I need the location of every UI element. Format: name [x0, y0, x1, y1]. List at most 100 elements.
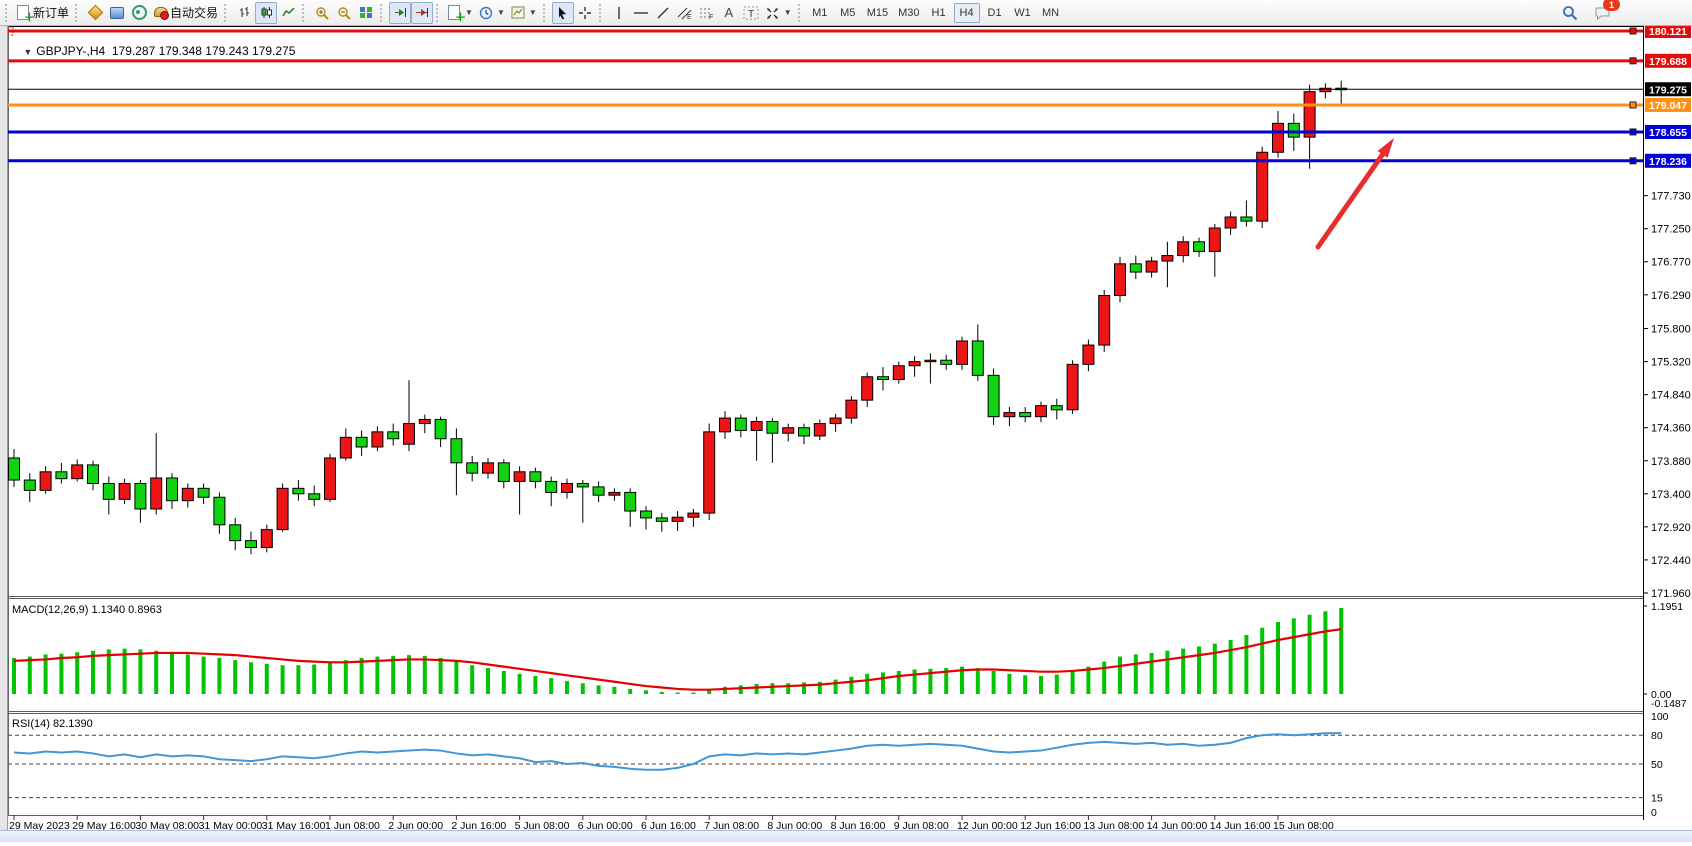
candle-body [956, 340, 968, 365]
toolbar-grip [436, 3, 441, 22]
text-label-button[interactable]: T [740, 2, 762, 24]
new-order-label: 新订单 [33, 6, 70, 20]
candle-body [877, 376, 889, 381]
level-handle[interactable] [1629, 128, 1637, 136]
horizontal-line-button[interactable] [630, 2, 652, 24]
timeframe-button-m15[interactable]: M15 [866, 6, 889, 19]
level-handle[interactable] [1629, 157, 1637, 165]
text-button[interactable]: A [718, 2, 740, 24]
chart-symbol-title[interactable]: ▼ GBPJPY-,H4 179.287 179.348 179.243 179.… [10, 30, 295, 72]
price-badge [1645, 24, 1691, 38]
candle-body [55, 471, 68, 480]
tile-windows-button[interactable] [355, 2, 377, 24]
arrow-annotation-head[interactable] [1377, 138, 1394, 158]
time-label: 6 Jun 00:00 [578, 820, 633, 832]
toolbar-grip [5, 3, 10, 22]
candle-body [1066, 363, 1079, 411]
price-badge-label: 178.236 [1649, 156, 1687, 168]
candle-body [324, 457, 336, 500]
candle-body [387, 431, 400, 440]
candle-body [150, 477, 163, 510]
rsi-line [13, 732, 1342, 771]
periods-button[interactable]: ▼ [476, 2, 508, 24]
candle-body [734, 417, 747, 431]
auto-scroll-button[interactable] [389, 1, 412, 24]
time-label: 8 Jun 00:00 [767, 820, 822, 832]
price-tick-label: 173.880 [1651, 456, 1691, 468]
price-tick-label: 174.360 [1651, 423, 1691, 435]
timeframe-button-h4[interactable]: H4 [953, 2, 980, 23]
cursor-button[interactable] [551, 1, 574, 24]
timeframe-button-m1[interactable]: M1 [812, 6, 828, 19]
price-badge-label: 179.047 [1649, 100, 1687, 112]
candle-body [213, 496, 226, 526]
equidistant-channel-button[interactable]: E [674, 2, 696, 24]
vertical-line-icon [618, 6, 620, 19]
level-handle[interactable] [1629, 101, 1637, 109]
zoom-out-icon [338, 6, 351, 20]
price-tick-label: 174.840 [1651, 390, 1691, 402]
auto-scroll-icon [395, 8, 407, 17]
timeframe-button-m30[interactable]: M30 [898, 6, 920, 19]
candle-body [798, 427, 810, 437]
candle-body [529, 471, 542, 482]
time-label: 29 May 16:00 [72, 820, 136, 832]
candle-body [608, 491, 621, 496]
signals-button[interactable] [128, 2, 150, 24]
svg-text:F: F [709, 14, 713, 20]
candle-body [892, 365, 905, 381]
market-watch-button[interactable] [84, 2, 106, 24]
rsi-scale-label: 15 [1651, 793, 1663, 805]
candle-body [450, 438, 463, 464]
time-label: 30 May 08:00 [135, 820, 199, 832]
candle-body [181, 487, 194, 502]
candle-body [8, 457, 20, 481]
arrow-annotation-shaft[interactable] [1315, 151, 1386, 250]
candle-body [924, 359, 937, 363]
collapse-triangle-icon[interactable]: ▼ [23, 47, 33, 57]
time-label: 5 Jun 08:00 [515, 820, 570, 832]
timeframe-button-m5[interactable]: M5 [840, 6, 856, 19]
toolbar-grip [598, 3, 604, 22]
tile-windows-icon [360, 7, 373, 18]
bar-chart-button[interactable] [233, 2, 255, 24]
chart-canvas[interactable]: 177.730 177.250 176.770 176.290 175.800 175.3… [0, 24, 1692, 841]
timeframe-button-h1[interactable]: H1 [931, 6, 946, 19]
timeframe-button-d1[interactable]: D1 [987, 6, 1002, 19]
horizontal-line-icon [633, 11, 648, 14]
candle-body [482, 462, 494, 474]
zoom-in-button[interactable] [311, 2, 333, 24]
timeframe-button-mn[interactable]: MN [1041, 6, 1060, 19]
line-chart-button[interactable] [277, 2, 299, 24]
toolbar-right: 1 [1559, 0, 1620, 24]
chart-shift-button[interactable] [411, 1, 434, 24]
hosting-icon [110, 6, 125, 19]
timeframe-button-w1[interactable]: W1 [1014, 6, 1031, 19]
new-order-button[interactable]: ＋ 新订单 [14, 2, 72, 24]
zoom-out-button[interactable] [333, 2, 355, 24]
search-button[interactable] [1559, 2, 1581, 24]
autotrading-hat-icon [153, 7, 170, 20]
candle-body [371, 431, 384, 448]
arrows-tool-button[interactable]: ▼ [762, 2, 795, 24]
crosshair-button[interactable] [574, 2, 596, 24]
fibonacci-button[interactable]: F [696, 2, 718, 24]
add-indicator-icon: ＋ [448, 5, 466, 24]
level-handle[interactable] [1629, 57, 1637, 65]
candle-body [197, 487, 210, 498]
price-tick-label: 172.440 [1651, 555, 1691, 567]
candlestick-chart-button[interactable] [255, 1, 278, 24]
candlestick-chart-icon [261, 7, 272, 18]
trendline-button[interactable] [652, 2, 674, 24]
line-chart-icon [281, 7, 295, 17]
candle-body [1303, 91, 1316, 138]
indicators-button[interactable]: ＋ ▼ [445, 2, 476, 24]
candle-body [276, 487, 289, 531]
virtual-hosting-button[interactable] [106, 2, 128, 24]
vertical-line-button[interactable] [608, 2, 630, 24]
level-handle[interactable] [1629, 27, 1637, 35]
templates-button[interactable]: ▼ [508, 2, 540, 24]
notifications-button[interactable]: 1 [1591, 0, 1620, 24]
autotrading-button[interactable]: 自动交易 [150, 2, 221, 24]
